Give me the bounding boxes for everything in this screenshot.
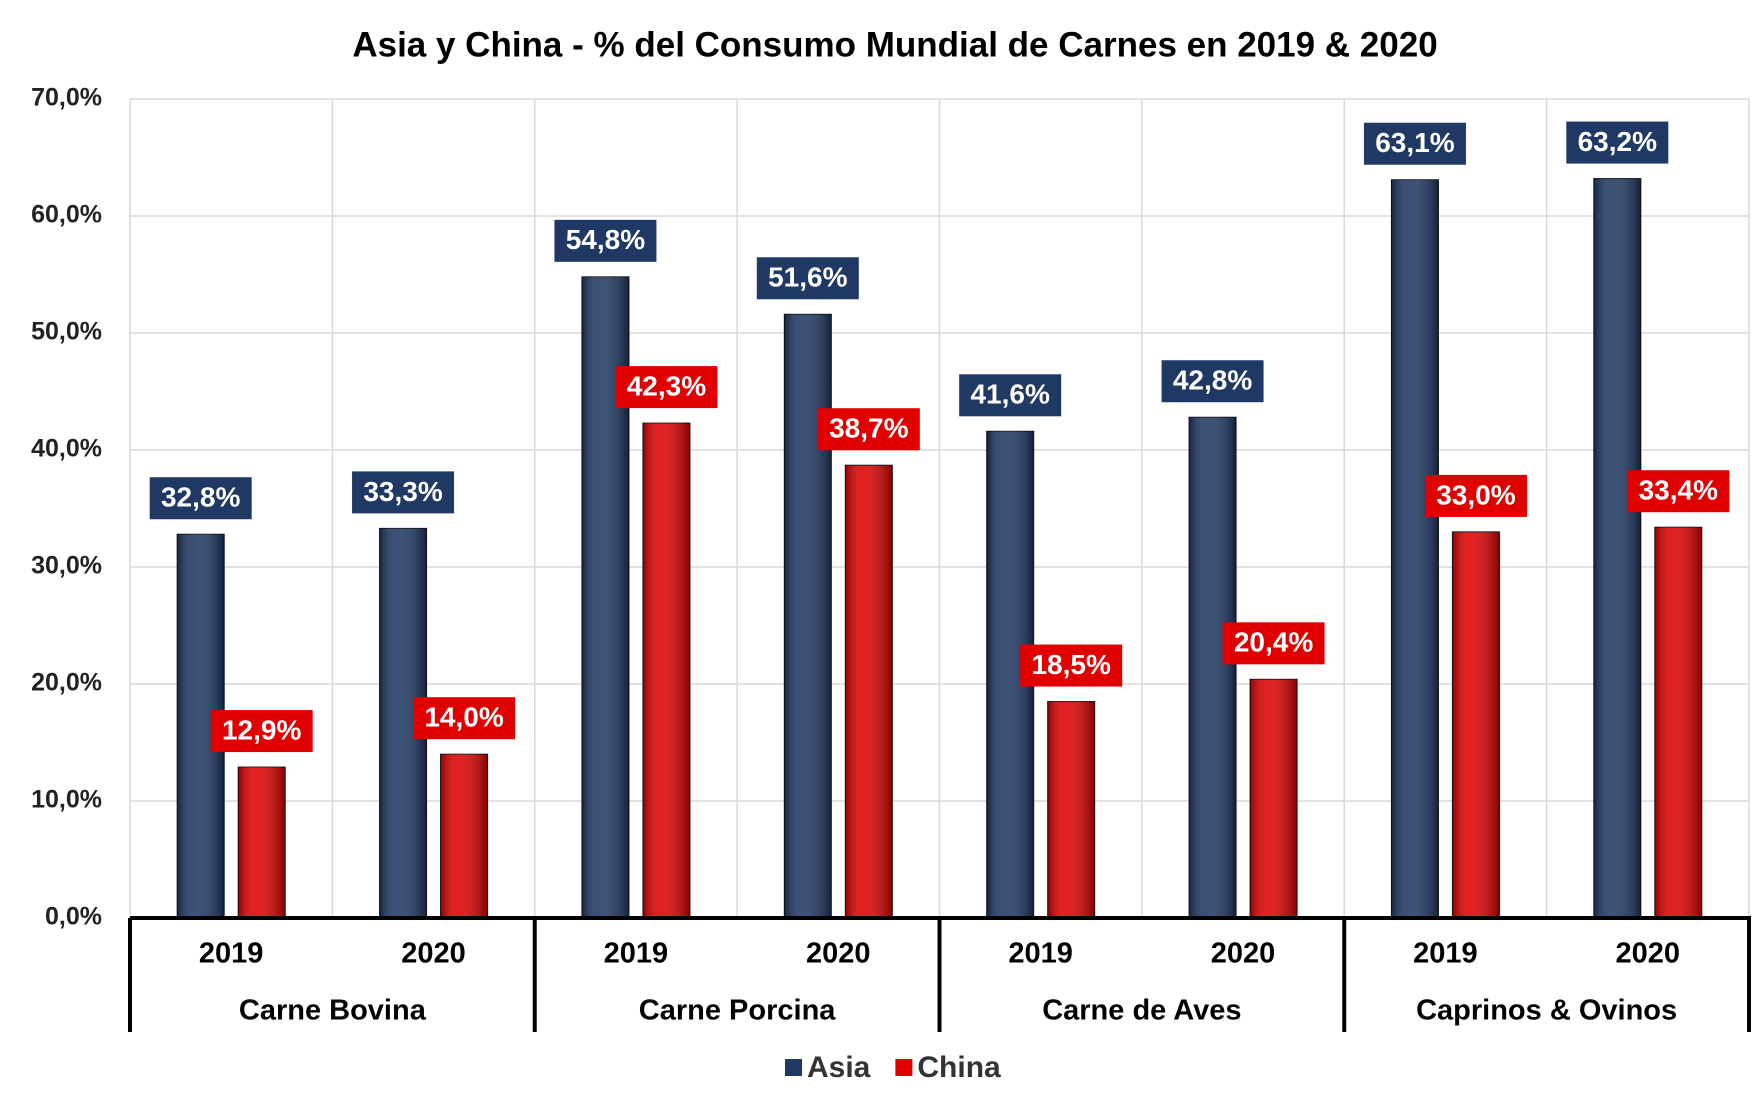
x-tick-label: 2020	[401, 938, 466, 970]
value-label-box	[817, 408, 920, 451]
value-label: 51,6%	[768, 262, 847, 293]
legend-swatch	[785, 1059, 802, 1076]
chart-title: Asia y China - % del Consumo Mundial de …	[352, 25, 1437, 64]
value-label: 33,3%	[363, 476, 442, 507]
bar-shade	[1593, 178, 1641, 918]
group-label: Carne Porcina	[639, 995, 836, 1027]
y-tick-label: 70,0%	[31, 84, 102, 112]
value-label-box	[1627, 470, 1730, 513]
bar-shade	[1654, 527, 1702, 918]
value-label: 12,9%	[222, 714, 301, 745]
value-label: 33,4%	[1639, 475, 1718, 506]
value-label-box	[149, 477, 252, 520]
value-label: 63,1%	[1375, 127, 1454, 158]
value-label: 54,8%	[566, 224, 645, 255]
x-tick-label: 2019	[199, 938, 264, 970]
value-label-box	[554, 219, 657, 262]
value-label: 18,5%	[1031, 649, 1110, 680]
bar-shade	[1189, 417, 1237, 918]
y-tick-label: 30,0%	[31, 552, 102, 580]
value-label: 20,4%	[1234, 627, 1313, 658]
y-tick-label: 60,0%	[31, 201, 102, 229]
bar-shade	[845, 465, 893, 918]
legend-label: Asia	[807, 1051, 871, 1084]
value-label-box	[210, 710, 313, 753]
bar-shade	[1391, 179, 1439, 919]
value-label-box	[352, 471, 455, 514]
value-label-box	[413, 697, 516, 740]
value-label-box	[1020, 644, 1123, 687]
value-label-box	[1566, 121, 1669, 164]
value-label: 41,6%	[970, 379, 1049, 410]
value-label-box	[1424, 474, 1527, 517]
group-label: Carne de Aves	[1042, 995, 1241, 1027]
value-label-box	[1161, 360, 1264, 403]
y-tick-label: 20,0%	[31, 669, 102, 697]
y-tick-label: 40,0%	[31, 435, 102, 463]
y-tick-label: 0,0%	[45, 903, 102, 931]
value-label-box	[1363, 122, 1466, 165]
value-label: 33,0%	[1436, 479, 1515, 510]
bar-shade	[784, 314, 832, 918]
x-tick-label: 2020	[1616, 938, 1681, 970]
bar-shade	[1250, 679, 1298, 918]
value-label: 42,8%	[1173, 365, 1252, 396]
legend-swatch	[895, 1059, 913, 1076]
value-label-box	[1222, 622, 1325, 665]
x-tick-label: 2020	[806, 938, 871, 970]
bar-shade	[1047, 701, 1095, 918]
x-tick-label: 2019	[1008, 938, 1073, 970]
bar-shade	[440, 754, 488, 918]
y-tick-label: 50,0%	[31, 318, 102, 346]
bar-shade	[238, 767, 286, 918]
x-tick-label: 2019	[1413, 938, 1478, 970]
value-label: 32,8%	[161, 482, 240, 513]
value-label: 63,2%	[1578, 126, 1657, 157]
value-label: 38,7%	[829, 413, 908, 444]
value-label-box	[959, 374, 1062, 417]
legend-label: China	[917, 1051, 1001, 1084]
value-label-box	[756, 257, 859, 300]
value-label-box	[615, 366, 718, 409]
bar-shade	[1452, 531, 1500, 918]
group-label: Caprinos & Ovinos	[1416, 995, 1677, 1027]
value-label: 14,0%	[424, 702, 503, 733]
value-label: 42,3%	[627, 370, 706, 401]
x-tick-label: 2019	[604, 938, 669, 970]
y-tick-label: 10,0%	[31, 786, 102, 814]
group-label: Carne Bovina	[239, 995, 427, 1027]
bar-shade	[642, 423, 690, 918]
x-tick-label: 2020	[1211, 938, 1276, 970]
